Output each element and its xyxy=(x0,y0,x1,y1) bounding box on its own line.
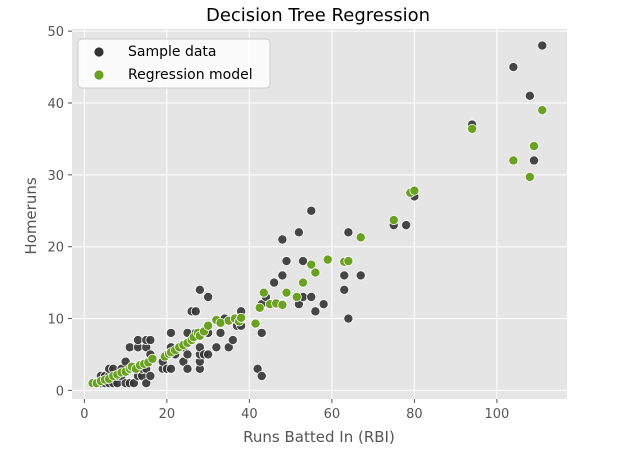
grid-lines xyxy=(72,29,567,399)
regression-model-point xyxy=(258,287,269,298)
legend-box xyxy=(77,38,271,89)
x-tick-label: 0 xyxy=(80,407,88,422)
axis-ticks: 0 20 40 60 80 100 0 10 20 30 40 50 xyxy=(47,25,509,422)
sample-data-point xyxy=(306,205,317,216)
legend: Sample data Regression model xyxy=(77,38,271,89)
sample-data-point xyxy=(211,342,222,353)
sample-data-point xyxy=(215,327,226,338)
sample-data-point xyxy=(537,40,548,51)
regression-model-point xyxy=(310,267,321,278)
y-tick-label: 40 xyxy=(47,97,64,112)
sample-data-point xyxy=(281,256,292,267)
regression-model-point xyxy=(529,141,540,152)
regression-model-point xyxy=(355,232,366,243)
regression-model-point xyxy=(322,254,333,265)
sample-data-point xyxy=(339,270,350,281)
regression-model-point xyxy=(254,302,265,313)
sample-data-point xyxy=(203,349,214,360)
regression-model-point xyxy=(236,312,247,323)
sample-data-point xyxy=(277,234,288,245)
x-tick-label: 20 xyxy=(159,407,176,422)
regression-model-point xyxy=(467,123,478,134)
sample-data-point xyxy=(165,363,176,374)
regression-model-point xyxy=(250,318,261,329)
regression-model-point xyxy=(215,317,226,328)
sample-data-point xyxy=(165,327,176,338)
regression-model-point xyxy=(277,299,288,310)
sample-data-point xyxy=(227,335,238,346)
regression-model-point xyxy=(203,320,214,331)
sample-data-point xyxy=(306,291,317,302)
sample-data-point xyxy=(529,155,540,166)
regression-model-point xyxy=(524,171,535,182)
sample-data-point xyxy=(194,284,205,295)
legend-label-sample-data: Sample data xyxy=(128,44,216,60)
legend-label-regression-model: Regression model xyxy=(128,67,253,83)
sample-data-point xyxy=(310,306,321,317)
regression-model-point xyxy=(388,215,399,226)
sample-data-point xyxy=(203,291,214,302)
sample-data-point xyxy=(269,277,280,288)
x-tick-label: 60 xyxy=(324,407,341,422)
sample-data-point xyxy=(277,270,288,281)
regression-model-point xyxy=(343,256,354,267)
sample-data-point xyxy=(343,313,354,324)
legend-marker-sample-data xyxy=(93,46,105,58)
sample-data-point xyxy=(401,220,412,231)
regression-model-point xyxy=(147,353,158,364)
legend-marker-regression-model xyxy=(93,69,105,81)
chart-title: Decision Tree Regression xyxy=(206,5,430,26)
sample-data-point xyxy=(343,227,354,238)
x-tick-label: 40 xyxy=(241,407,258,422)
sample-data-point xyxy=(297,256,308,267)
sample-data-point xyxy=(256,371,267,382)
x-tick-label: 80 xyxy=(406,407,423,422)
sample-data-point xyxy=(293,227,304,238)
regression-model-point xyxy=(537,105,548,116)
x-axis-label: Runs Batted In (RBI) xyxy=(243,428,395,446)
sample-data-point xyxy=(182,349,193,360)
sample-data-point xyxy=(508,62,519,73)
regression-model-point xyxy=(306,259,317,270)
y-tick-label: 20 xyxy=(47,241,64,256)
sample-data-point xyxy=(145,371,156,382)
sample-data-point xyxy=(524,90,535,101)
sample-data-point xyxy=(318,299,329,310)
y-tick-label: 30 xyxy=(47,169,64,184)
sample-data-point xyxy=(355,270,366,281)
regression-model-point xyxy=(281,287,292,298)
x-tick-label: 100 xyxy=(484,407,509,422)
regression-model-point xyxy=(409,185,420,196)
sample-data-point xyxy=(256,327,267,338)
y-tick-label: 50 xyxy=(47,25,64,40)
sample-data-point xyxy=(182,363,193,374)
regression-model-point xyxy=(291,291,302,302)
sample-data-point xyxy=(190,306,201,317)
regression-model-point xyxy=(297,277,308,288)
sample-data-point xyxy=(132,335,143,346)
regression-model-point xyxy=(508,155,519,166)
regression-model-points xyxy=(87,105,548,389)
sample-data-point xyxy=(145,335,156,346)
y-tick-label: 10 xyxy=(47,313,64,328)
sample-data-point xyxy=(124,342,135,353)
y-tick-label: 0 xyxy=(56,384,64,399)
sample-data-point xyxy=(339,284,350,295)
y-axis-label: Homeruns xyxy=(22,177,40,254)
